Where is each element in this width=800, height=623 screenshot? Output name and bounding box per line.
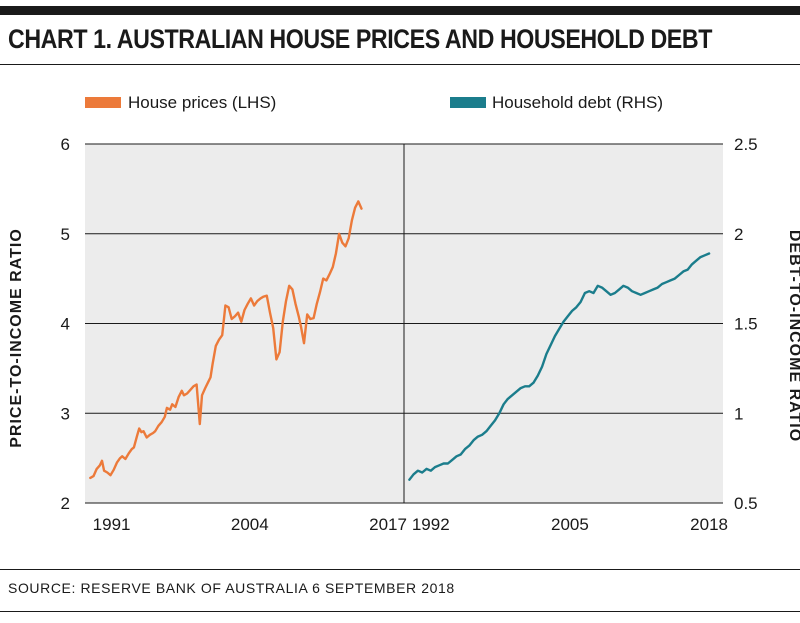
left-y-tick-label: 6: [61, 135, 70, 154]
left-y-axis-title: PRICE-TO-INCOME RATIO: [8, 228, 25, 448]
left-y-tick-label: 3: [61, 404, 70, 423]
source-note: SOURCE: RESERVE BANK OF AUSTRALIA 6 SEPT…: [8, 580, 455, 596]
left-y-tick-label: 5: [61, 225, 70, 244]
left-y-ticks: 2 3 4 5 6: [61, 135, 70, 513]
top-rule: [0, 6, 800, 15]
right-x-ticks: 1992 2005 2018: [412, 515, 728, 534]
left-x-tick-label: 2017: [369, 515, 407, 534]
right-y-tick-label: 2.5: [734, 135, 758, 154]
right-y-tick-label: 1: [734, 404, 743, 423]
chart-title: CHART 1. AUSTRALIAN HOUSE PRICES AND HOU…: [8, 24, 712, 54]
legend-swatch-household-debt: [450, 97, 486, 108]
legend-label-house-prices: House prices (LHS): [128, 93, 276, 112]
right-x-tick-label: 1992: [412, 515, 450, 534]
right-y-axis-title: DEBT-TO-INCOME RATIO: [786, 230, 800, 442]
right-x-tick-label: 2005: [551, 515, 589, 534]
right-y-tick-label: 2: [734, 225, 743, 244]
left-x-tick-label: 2004: [231, 515, 269, 534]
right-y-tick-label: 1.5: [734, 315, 758, 334]
left-y-tick-label: 4: [61, 315, 70, 334]
series-lines: [89, 200, 711, 481]
legend-swatch-house-prices: [85, 97, 121, 108]
legend-label-household-debt: Household debt (RHS): [492, 93, 663, 112]
title-rule: [0, 64, 800, 65]
legend: House prices (LHS) Household debt (RHS): [85, 93, 663, 112]
chart: House prices (LHS) Household debt (RHS) …: [8, 93, 800, 534]
left-x-tick-label: 1991: [93, 515, 131, 534]
left-x-ticks: 1991 2004 2017: [93, 515, 407, 534]
series-line-house-prices: [89, 200, 363, 480]
right-y-ticks: 0.5 1 1.5 2 2.5: [734, 135, 758, 513]
bottom-rule: [0, 611, 800, 612]
left-y-tick-label: 2: [61, 494, 70, 513]
right-y-tick-label: 0.5: [734, 494, 758, 513]
right-x-tick-label: 2018: [690, 515, 728, 534]
series-line-household-debt: [408, 252, 711, 481]
source-rule: [0, 569, 800, 570]
